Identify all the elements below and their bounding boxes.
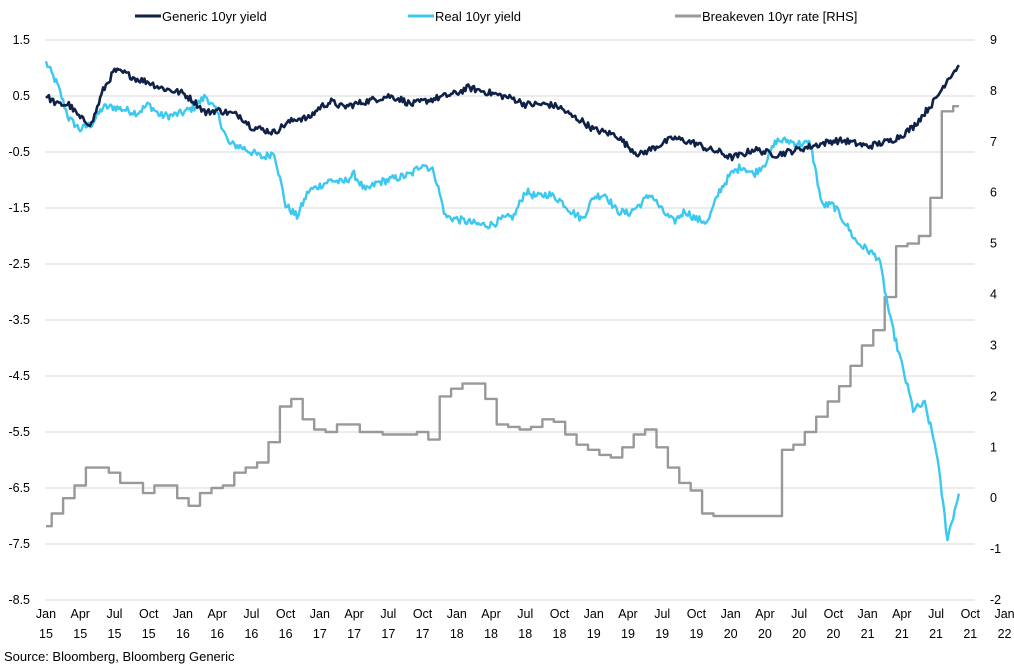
x-tick-label-month: Apr <box>618 607 637 621</box>
x-tick-label-year: 21 <box>861 627 875 641</box>
y-right-tick-label: -1 <box>990 542 1001 556</box>
x-tick-label-year: 20 <box>792 627 806 641</box>
legend: Generic 10yr yield Real 10yr yield Breakev… <box>135 9 857 24</box>
y-left-tick-label: 1.5 <box>13 33 30 47</box>
y-right-tick-label: 8 <box>990 84 997 98</box>
gridlines <box>45 39 975 601</box>
x-tick-label-year: 22 <box>998 627 1012 641</box>
x-tick-label-month: Jan <box>584 607 604 621</box>
y-right-tick-label: 7 <box>990 135 997 149</box>
legend-label: Real 10yr yield <box>435 9 521 24</box>
x-tick-label-month: Oct <box>824 607 844 621</box>
y-right-tick-label: 1 <box>990 440 997 454</box>
x-tick-label-year: 18 <box>484 627 498 641</box>
x-tick-label-month: Apr <box>481 607 500 621</box>
legend-label: Generic 10yr yield <box>162 9 267 24</box>
x-tick-label-month: Oct <box>276 607 296 621</box>
y-right-tick-label: 0 <box>990 491 997 505</box>
x-tick-label-month: Jan <box>310 607 330 621</box>
y-left-tick-label: 0.5 <box>13 89 30 103</box>
x-tick-label-year: 20 <box>826 627 840 641</box>
y-right-tick-label: 6 <box>990 186 997 200</box>
y-left-tick-label: -4.5 <box>8 369 30 383</box>
y-right-tick-label: 9 <box>990 33 997 47</box>
y-left-tick-label: -7.5 <box>8 537 30 551</box>
x-tick-label-year: 19 <box>655 627 669 641</box>
y-left-tick-label: -0.5 <box>8 145 30 159</box>
x-tick-label-month: Jul <box>380 607 396 621</box>
x-tick-label-month: Jul <box>106 607 122 621</box>
x-tick-label-month: Oct <box>413 607 433 621</box>
y-left-tick-label: -8.5 <box>8 593 30 607</box>
x-tick-label-year: 15 <box>108 627 122 641</box>
series-layer <box>44 60 961 542</box>
x-tick-label-year: 16 <box>210 627 224 641</box>
x-tick-label-month: Apr <box>71 607 90 621</box>
x-tick-label-year: 16 <box>244 627 258 641</box>
x-tick-label-year: 17 <box>416 627 430 641</box>
x-tick-label-year: 19 <box>689 627 703 641</box>
y-left-tick-label: -6.5 <box>8 481 30 495</box>
source-note: Source: Bloomberg, Bloomberg Generic <box>4 649 235 664</box>
y-left-tick-label: -1.5 <box>8 201 30 215</box>
x-tick-label-month: Apr <box>755 607 774 621</box>
x-tick-label-year: 18 <box>518 627 532 641</box>
legend-label: Breakeven 10yr rate [RHS] <box>702 9 857 24</box>
x-tick-label-month: Apr <box>892 607 911 621</box>
x-tick-label-month: Apr <box>344 607 363 621</box>
y-right-tick-label: -2 <box>990 593 1001 607</box>
series-line-2 <box>46 105 959 528</box>
x-tick-label-year: 20 <box>758 627 772 641</box>
x-tick-label-month: Jan <box>994 607 1014 621</box>
x-tick-label-month: Jan <box>447 607 467 621</box>
y-left-tick-label: -5.5 <box>8 425 30 439</box>
y-right-tick-label: 2 <box>990 389 997 403</box>
x-tick-label-year: 16 <box>279 627 293 641</box>
x-tick-label-month: Jul <box>517 607 533 621</box>
series-line-1 <box>44 60 961 542</box>
x-tick-label-month: Apr <box>207 607 226 621</box>
x-tick-label-year: 21 <box>963 627 977 641</box>
y-right-tick-label: 3 <box>990 338 997 352</box>
x-tick-label-month: Oct <box>961 607 981 621</box>
x-tick-label-year: 18 <box>450 627 464 641</box>
x-tick-label-year: 17 <box>347 627 361 641</box>
x-tick-label-month: Jan <box>173 607 193 621</box>
x-tick-label-month: Jul <box>791 607 807 621</box>
x-tick-label-month: Jan <box>721 607 741 621</box>
axes: 1.5 0.5 -0.5 -1.5 -2.5 -3.5 -4.5 -5.5 -6.5 -7.5 -8… <box>8 33 1014 641</box>
y-left-tick-label: -3.5 <box>8 313 30 327</box>
series-line-0 <box>45 64 960 162</box>
x-tick-label-month: Jan <box>36 607 56 621</box>
x-tick-label-month: Jan <box>858 607 878 621</box>
y-right-tick-label: 5 <box>990 237 997 251</box>
y-left-tick-label: -2.5 <box>8 257 30 271</box>
x-tick-label-year: 21 <box>929 627 943 641</box>
x-tick-label-year: 19 <box>587 627 601 641</box>
x-tick-label-year: 19 <box>621 627 635 641</box>
x-tick-label-year: 20 <box>724 627 738 641</box>
x-tick-label-month: Jul <box>654 607 670 621</box>
x-tick-label-year: 17 <box>313 627 327 641</box>
x-tick-label-year: 21 <box>895 627 909 641</box>
x-tick-label-month: Oct <box>687 607 707 621</box>
x-tick-label-year: 15 <box>73 627 87 641</box>
x-tick-label-year: 16 <box>176 627 190 641</box>
x-tick-label-month: Oct <box>550 607 570 621</box>
x-tick-label-year: 15 <box>39 627 53 641</box>
x-tick-label-month: Oct <box>139 607 159 621</box>
x-tick-label-month: Jul <box>928 607 944 621</box>
x-tick-label-year: 17 <box>381 627 395 641</box>
x-tick-label-year: 15 <box>142 627 156 641</box>
x-tick-label-year: 18 <box>553 627 567 641</box>
x-tick-label-month: Jul <box>243 607 259 621</box>
y-right-tick-label: 4 <box>990 288 997 302</box>
